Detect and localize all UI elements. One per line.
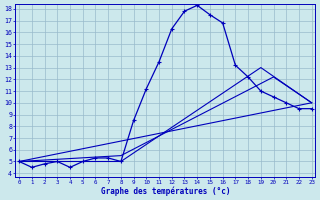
X-axis label: Graphe des températures (°c): Graphe des températures (°c) bbox=[101, 186, 230, 196]
